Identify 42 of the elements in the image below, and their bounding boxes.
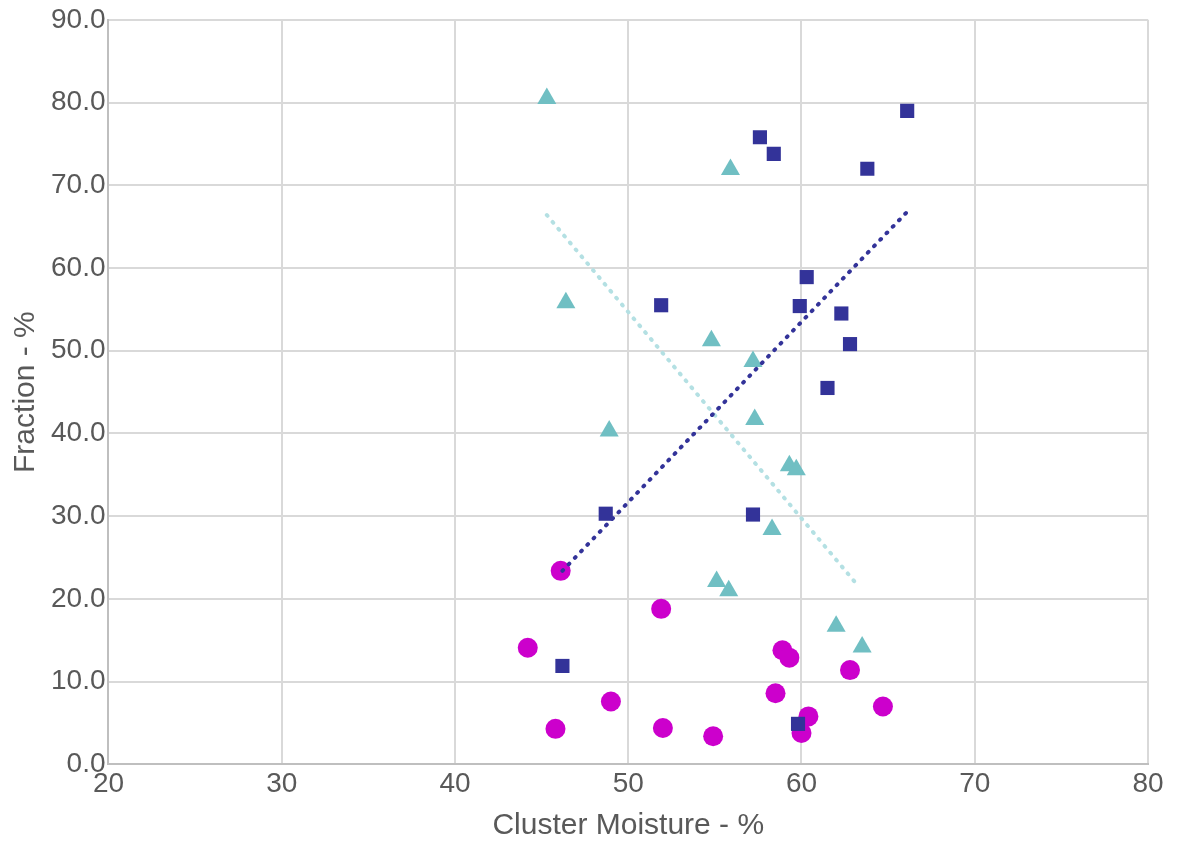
y-tick-label: 10.0 [51, 664, 106, 696]
y-tick-label: 50.0 [51, 333, 106, 365]
x-tick-label: 50 [612, 766, 644, 798]
point [900, 103, 915, 118]
point [766, 146, 781, 161]
point [779, 647, 800, 668]
point [860, 161, 875, 176]
point [598, 506, 613, 521]
point [745, 507, 761, 522]
point [790, 716, 806, 731]
point [820, 380, 835, 396]
x-tick-label: 60 [785, 766, 818, 798]
point [872, 696, 893, 717]
x-axis-title: Cluster Moisture - % [492, 807, 765, 841]
x-tick-label: 70 [959, 766, 991, 798]
point [651, 598, 672, 619]
point [555, 658, 570, 674]
y-tick-label: 20.0 [51, 581, 106, 613]
y-tick-label: 40.0 [51, 416, 106, 448]
point [703, 726, 724, 747]
point [600, 691, 621, 712]
y-tick-label: 90.0 [51, 2, 106, 34]
point [765, 683, 786, 704]
point [517, 637, 538, 658]
y-tick-label: 60.0 [51, 250, 106, 282]
x-tick-label: 40 [439, 766, 471, 798]
point [840, 660, 861, 681]
point [792, 298, 807, 314]
point [652, 718, 673, 738]
point [799, 270, 814, 285]
point [654, 298, 669, 313]
x-tick-label: 30 [266, 766, 298, 798]
point [545, 718, 566, 739]
point [834, 306, 849, 321]
y-tick-label: 70.0 [51, 167, 106, 199]
point [550, 560, 571, 581]
y-axis-title: Fraction - % [7, 311, 41, 473]
point [842, 337, 858, 352]
y-tick-label: 80.0 [51, 85, 106, 117]
x-tick-label: 80 [1132, 766, 1164, 798]
point [752, 130, 767, 145]
y-tick-label: 30.0 [51, 498, 106, 530]
